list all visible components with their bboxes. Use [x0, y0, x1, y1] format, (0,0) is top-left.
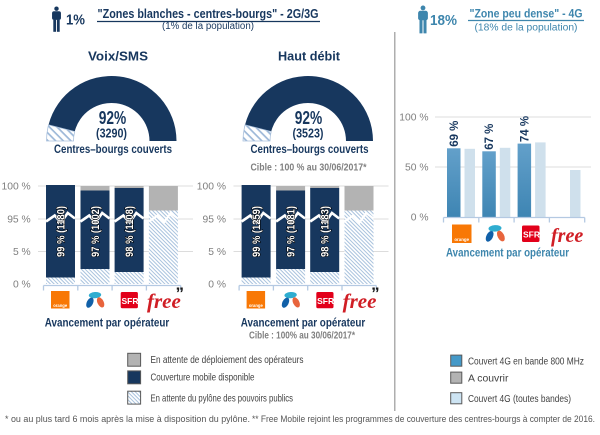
- svg-text:5 %: 5 %: [13, 247, 31, 258]
- svg-text:SFR: SFR: [523, 230, 540, 240]
- svg-text:(3523): (3523): [293, 127, 324, 141]
- svg-text:** Free Mobile rejoint les pro: ** Free Mobile rejoint les programmes de…: [252, 414, 595, 425]
- svg-text:69 %: 69 %: [449, 121, 461, 147]
- svg-text:Cible : 100 % au 30/06/2017*: Cible : 100 % au 30/06/2017*: [251, 163, 367, 174]
- svg-text:99 % (1259): 99 % (1259): [251, 206, 263, 257]
- svg-text:95 %: 95 %: [7, 215, 30, 226]
- svg-text:92%: 92%: [99, 108, 127, 128]
- svg-text:A couvrir: A couvrir: [468, 374, 509, 385]
- svg-text:Haut débit: Haut débit: [278, 49, 341, 64]
- svg-text:orange: orange: [53, 303, 68, 308]
- svg-text:En attente de déploiement des: En attente de déploiement des opérateurs: [151, 355, 304, 366]
- svg-text:Cible : 100% au 30/06/2017*: Cible : 100% au 30/06/2017*: [249, 331, 355, 342]
- svg-text:5 %: 5 %: [208, 247, 226, 258]
- svg-text:100 %: 100 %: [197, 182, 226, 193]
- svg-text:95 %: 95 %: [203, 215, 226, 226]
- svg-text:Avancement par opérateur: Avancement par opérateur: [241, 316, 366, 330]
- svg-text:free: free: [343, 289, 377, 313]
- svg-text:97 % (1002): 97 % (1002): [90, 206, 102, 257]
- svg-text:En attente du pylône des pouvo: En attente du pylône des pouvoirs public…: [151, 394, 294, 405]
- svg-text:0 %: 0 %: [208, 280, 226, 291]
- svg-text:Couvert 4G en bande 800 MHz: Couvert 4G en bande 800 MHz: [468, 357, 584, 368]
- svg-text:SFR: SFR: [317, 296, 334, 306]
- svg-text:(18% de la population): (18% de la population): [475, 23, 578, 34]
- svg-text:* ou au plus tard 6 mois après: * ou au plus tard 6 mois après la mise à…: [5, 414, 250, 425]
- svg-text:Avancement par opérateur: Avancement par opérateur: [446, 246, 569, 260]
- svg-text:SFR: SFR: [122, 296, 139, 306]
- svg-text:1%: 1%: [66, 13, 85, 29]
- svg-text:(3290): (3290): [96, 127, 127, 141]
- svg-text:74 %: 74 %: [519, 116, 531, 142]
- svg-text:Couverture mobile disponible: Couverture mobile disponible: [151, 373, 255, 384]
- svg-text:100 %: 100 %: [1, 182, 30, 193]
- svg-text:Couvert 4G (toutes bandes): Couvert 4G (toutes bandes): [468, 394, 571, 405]
- svg-text:99 % (1180): 99 % (1180): [56, 206, 68, 257]
- svg-text:free: free: [147, 289, 181, 313]
- svg-text:92%: 92%: [295, 108, 323, 128]
- svg-text:”: ”: [176, 284, 185, 303]
- svg-text:50 %: 50 %: [405, 163, 428, 174]
- svg-text:orange: orange: [454, 237, 469, 242]
- svg-text:0 %: 0 %: [411, 213, 429, 224]
- svg-text:100 %: 100 %: [399, 113, 428, 124]
- svg-text:18%: 18%: [430, 12, 457, 29]
- svg-text:”: ”: [371, 284, 380, 303]
- svg-text:Avancement par opérateur: Avancement par opérateur: [45, 316, 170, 330]
- svg-text:Voix/SMS: Voix/SMS: [88, 49, 148, 64]
- svg-text:(1% de la population): (1% de la population): [162, 21, 254, 32]
- svg-text:free: free: [551, 225, 583, 247]
- svg-text:orange: orange: [249, 303, 264, 308]
- svg-text:67 %: 67 %: [484, 124, 496, 150]
- svg-text:"Zone peu dense" - 4G: "Zone peu dense" - 4G: [470, 7, 583, 21]
- svg-text:98 % (1183): 98 % (1183): [320, 206, 332, 257]
- svg-text:Centres–bourgs couverts: Centres–bourgs couverts: [251, 144, 369, 156]
- svg-text:97 % (1081): 97 % (1081): [286, 206, 298, 257]
- svg-text:0 %: 0 %: [13, 280, 31, 291]
- svg-text:Centres–bourgs couverts: Centres–bourgs couverts: [54, 144, 172, 156]
- svg-text:"Zones blanches - centres-bour: "Zones blanches - centres-bourgs" - 2G/3…: [98, 7, 319, 21]
- svg-text:98 % (1108): 98 % (1108): [124, 206, 136, 257]
